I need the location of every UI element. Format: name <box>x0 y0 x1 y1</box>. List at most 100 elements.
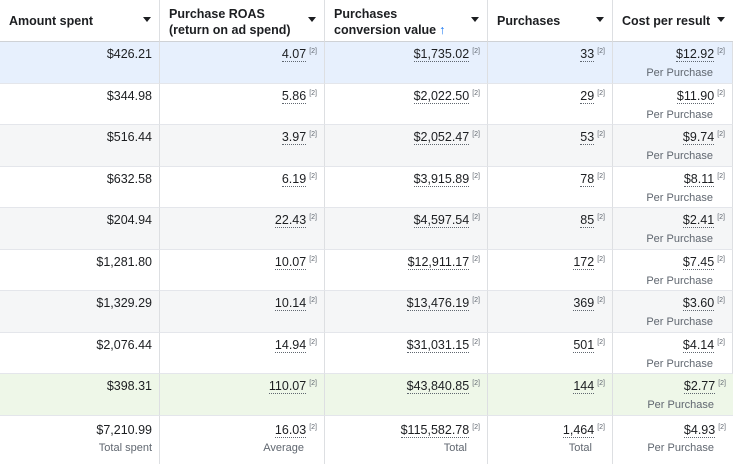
footnote-marker[interactable]: [2] <box>597 297 605 304</box>
footnote-marker[interactable]: [2] <box>717 214 725 221</box>
cell-cost-per-result[interactable]: $2.41 [2] Per Purchase <box>613 208 733 250</box>
cell-conversion-value[interactable]: $4,597.54 [2] <box>325 208 488 250</box>
result-type-label: Per Purchase <box>646 274 713 287</box>
total-label: Average <box>263 441 304 454</box>
total-conversion-value[interactable]: $115,582.78 [2] Total <box>325 415 488 464</box>
cell-purchases[interactable]: 33 [2] <box>488 42 613 84</box>
cell-purchases[interactable]: 369 [2] <box>488 291 613 333</box>
column-header-purchases[interactable]: Purchases <box>488 0 613 42</box>
footnote-marker[interactable]: [2] <box>597 89 605 97</box>
cell-cost-per-result[interactable]: $8.11 [2] Per Purchase <box>613 166 733 208</box>
cell-purchases[interactable]: 501 [2] <box>488 332 613 374</box>
cell-cost-per-result[interactable]: $12.92 [2] Per Purchase <box>613 42 733 84</box>
footnote-marker[interactable]: [2] <box>309 255 317 263</box>
footnote-marker[interactable]: [2] <box>717 172 725 180</box>
total-label: Total <box>568 441 592 454</box>
footnote-marker[interactable]: [2] <box>309 172 317 180</box>
caret-down-icon[interactable] <box>143 17 151 22</box>
cell-purchase-roas[interactable]: 10.14 [2] <box>160 291 325 333</box>
cell-cost-per-result[interactable]: $4.14 [2] Per Purchase <box>613 332 733 374</box>
footnote-marker[interactable]: [2] <box>472 131 480 138</box>
cell-conversion-value[interactable]: $13,476.19 [2] <box>325 291 488 333</box>
cell-conversion-value[interactable]: $31,031.15 [2] <box>325 332 488 374</box>
cell-purchases[interactable]: 29 [2] <box>488 83 613 125</box>
footnote-marker[interactable]: [2] <box>309 131 317 138</box>
total-label: Total spent <box>98 441 152 454</box>
cell-purchases[interactable]: 53 [2] <box>488 125 613 167</box>
cell-purchases[interactable]: 85 [2] <box>488 208 613 250</box>
column-header-cost-per-result[interactable]: Cost per result <box>613 0 733 42</box>
cell-amount-spent: $204.94 <box>0 208 160 250</box>
cell-cost-per-result[interactable]: $11.90 [2] Per Purchase <box>613 83 733 125</box>
column-header-label: Purchases <box>497 13 561 28</box>
caret-down-icon[interactable] <box>471 17 479 22</box>
footnote-marker[interactable]: [2] <box>717 131 725 138</box>
footnote-marker[interactable]: [2] <box>717 297 725 304</box>
footnote-marker[interactable]: [2] <box>717 255 725 263</box>
cell-purchases[interactable]: 78 [2] <box>488 166 613 208</box>
footnote-marker[interactable]: [2] <box>472 380 480 387</box>
footnote-marker[interactable]: [2] <box>472 338 480 346</box>
footnote-marker[interactable]: [2] <box>718 423 726 431</box>
footnote-marker[interactable]: [2] <box>597 380 605 387</box>
total-purchases[interactable]: 1,464 [2] Total <box>488 415 613 464</box>
cell-cost-per-result[interactable]: $7.45 [2] Per Purchase <box>613 249 733 291</box>
cell-conversion-value[interactable]: $2,022.50 [2] <box>325 83 488 125</box>
result-type-label: Per Purchase <box>646 357 713 370</box>
cell-purchases[interactable]: 172 [2] <box>488 249 613 291</box>
cell-purchases[interactable]: 144 [2] <box>488 374 613 416</box>
cell-purchase-roas[interactable]: 5.86 [2] <box>160 83 325 125</box>
footnote-marker[interactable]: [2] <box>597 172 605 180</box>
column-header-purchase-roas[interactable]: Purchase ROAS (return on ad spend) <box>160 0 325 42</box>
cell-conversion-value[interactable]: $1,735.02 [2] <box>325 42 488 84</box>
footnote-marker[interactable]: [2] <box>472 214 480 221</box>
cell-amount-spent: $2,076.44 <box>0 332 160 374</box>
caret-down-icon[interactable] <box>308 17 316 22</box>
footnote-marker[interactable]: [2] <box>597 423 605 431</box>
footnote-marker[interactable]: [2] <box>597 255 605 263</box>
footnote-marker[interactable]: [2] <box>717 48 725 55</box>
cell-purchase-roas[interactable]: 22.43 [2] <box>160 208 325 250</box>
cell-purchase-roas[interactable]: 110.07 [2] <box>160 374 325 416</box>
cell-amount-spent: $516.44 <box>0 125 160 167</box>
sort-ascending-icon[interactable]: ↑ <box>439 23 446 37</box>
cell-purchase-roas[interactable]: 3.97 [2] <box>160 125 325 167</box>
footnote-marker[interactable]: [2] <box>597 338 605 346</box>
cell-cost-per-result[interactable]: $3.60 [2] Per Purchase <box>613 291 733 333</box>
footnote-marker[interactable]: [2] <box>309 423 317 431</box>
cell-purchase-roas[interactable]: 10.07 [2] <box>160 249 325 291</box>
footnote-marker[interactable]: [2] <box>309 48 317 55</box>
footnote-marker[interactable]: [2] <box>597 214 605 221</box>
footnote-marker[interactable]: [2] <box>472 48 480 55</box>
cell-conversion-value[interactable]: $3,915.89 [2] <box>325 166 488 208</box>
footnote-marker[interactable]: [2] <box>309 380 317 387</box>
footnote-marker[interactable]: [2] <box>472 255 480 263</box>
cell-purchase-roas[interactable]: 14.94 [2] <box>160 332 325 374</box>
column-header-amount-spent[interactable]: Amount spent <box>0 0 160 42</box>
total-cost-per-result[interactable]: $4.93 [2] Per Purchase <box>613 416 733 464</box>
footnote-marker[interactable]: [2] <box>472 89 480 97</box>
cell-purchase-roas[interactable]: 6.19 [2] <box>160 166 325 208</box>
footnote-marker[interactable]: [2] <box>309 338 317 346</box>
caret-down-icon[interactable] <box>717 17 725 22</box>
cell-conversion-value[interactable]: $2,052.47 [2] <box>325 125 488 167</box>
column-header-purchases-conversion-value[interactable]: Purchases conversion value ↑ <box>325 0 488 42</box>
footnote-marker[interactable]: [2] <box>597 48 605 55</box>
cell-purchase-roas[interactable]: 4.07 [2] <box>160 42 325 84</box>
footnote-marker[interactable]: [2] <box>309 214 317 221</box>
cell-conversion-value[interactable]: $43,840.85 [2] <box>325 374 488 416</box>
footnote-marker[interactable]: [2] <box>309 297 317 304</box>
footnote-marker[interactable]: [2] <box>309 89 317 97</box>
footnote-marker[interactable]: [2] <box>472 172 480 180</box>
total-roas[interactable]: 16.03 [2] Average <box>160 415 325 464</box>
cell-cost-per-result[interactable]: $9.74 [2] Per Purchase <box>613 125 733 167</box>
caret-down-icon[interactable] <box>596 17 604 22</box>
footnote-marker[interactable]: [2] <box>472 423 480 431</box>
footnote-marker[interactable]: [2] <box>717 338 725 346</box>
cell-cost-per-result[interactable]: $2.77 [2] Per Purchase <box>613 374 733 416</box>
footnote-marker[interactable]: [2] <box>717 89 725 97</box>
footnote-marker[interactable]: [2] <box>472 297 480 304</box>
footnote-marker[interactable]: [2] <box>718 380 726 387</box>
cell-conversion-value[interactable]: $12,911.17 [2] <box>325 249 488 291</box>
footnote-marker[interactable]: [2] <box>597 131 605 138</box>
